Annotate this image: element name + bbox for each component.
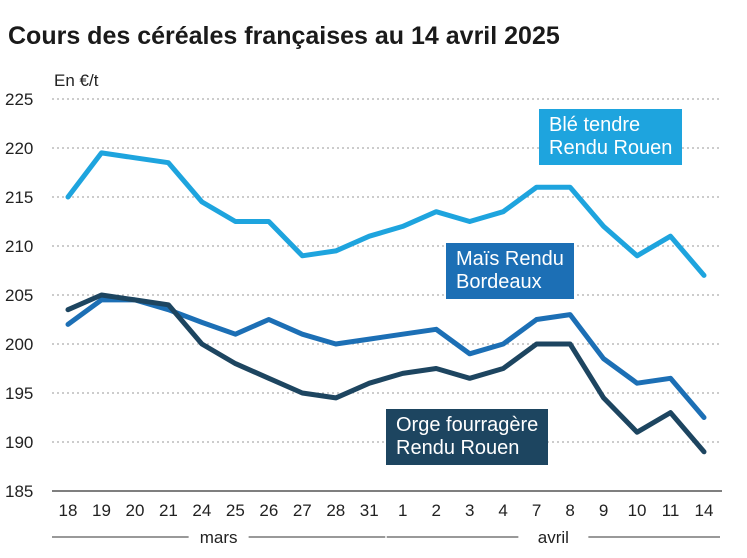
x-tick-label: 24 [192, 501, 211, 520]
month-label-1: mars [200, 528, 238, 547]
x-tick-label: 10 [628, 501, 647, 520]
y-tick-label: 190 [5, 433, 33, 452]
y-tick-label: 225 [5, 90, 33, 109]
x-tick-label: 28 [326, 501, 345, 520]
series-label-orge: Orge fourragère Rendu Rouen [386, 409, 549, 465]
y-tick-label: 185 [5, 482, 33, 501]
x-tick-label: 7 [532, 501, 541, 520]
y-axis-unit: En €/t [54, 71, 99, 90]
y-tick-label: 215 [5, 188, 33, 207]
x-tick-label: 26 [259, 501, 278, 520]
y-tick-label: 195 [5, 384, 33, 403]
series-line-3 [65, 292, 707, 455]
series-label-mais: Maïs Rendu Bordeaux [446, 243, 574, 299]
x-tick-label: 2 [431, 501, 440, 520]
series-line-1 [65, 150, 707, 278]
y-axis: 185 190 195 200 205 210 215 220 225 [5, 90, 33, 501]
y-tick-label: 205 [5, 286, 33, 305]
x-tick-label: 31 [360, 501, 379, 520]
x-tick-label: 18 [59, 501, 78, 520]
x-axis: 18 19 20 21 24 25 26 27 28 31 1 2 3 4 7 8 9 10 11 14 [59, 501, 714, 520]
month-label-2: avril [538, 528, 569, 547]
series-lines [65, 150, 707, 455]
x-tick-label: 8 [565, 501, 574, 520]
x-tick-label: 20 [125, 501, 144, 520]
x-tick-label: 4 [498, 501, 507, 520]
x-tick-label: 1 [398, 501, 407, 520]
x-tick-label: 25 [226, 501, 245, 520]
x-tick-label: 11 [662, 501, 680, 520]
x-tick-label: 27 [293, 501, 312, 520]
y-tick-label: 220 [5, 139, 33, 158]
x-tick-label: 9 [599, 501, 608, 520]
x-tick-label: 19 [92, 501, 111, 520]
month-axis: mars avril [52, 528, 720, 547]
series-label-ble: Blé tendre Rendu Rouen [539, 109, 683, 165]
x-tick-label: 21 [159, 501, 178, 520]
chart-title: Cours des céréales françaises au 14 avri… [8, 22, 560, 50]
x-tick-label: 3 [465, 501, 474, 520]
y-tick-label: 200 [5, 335, 33, 354]
y-tick-label: 210 [5, 237, 33, 256]
x-tick-label: 14 [695, 501, 714, 520]
